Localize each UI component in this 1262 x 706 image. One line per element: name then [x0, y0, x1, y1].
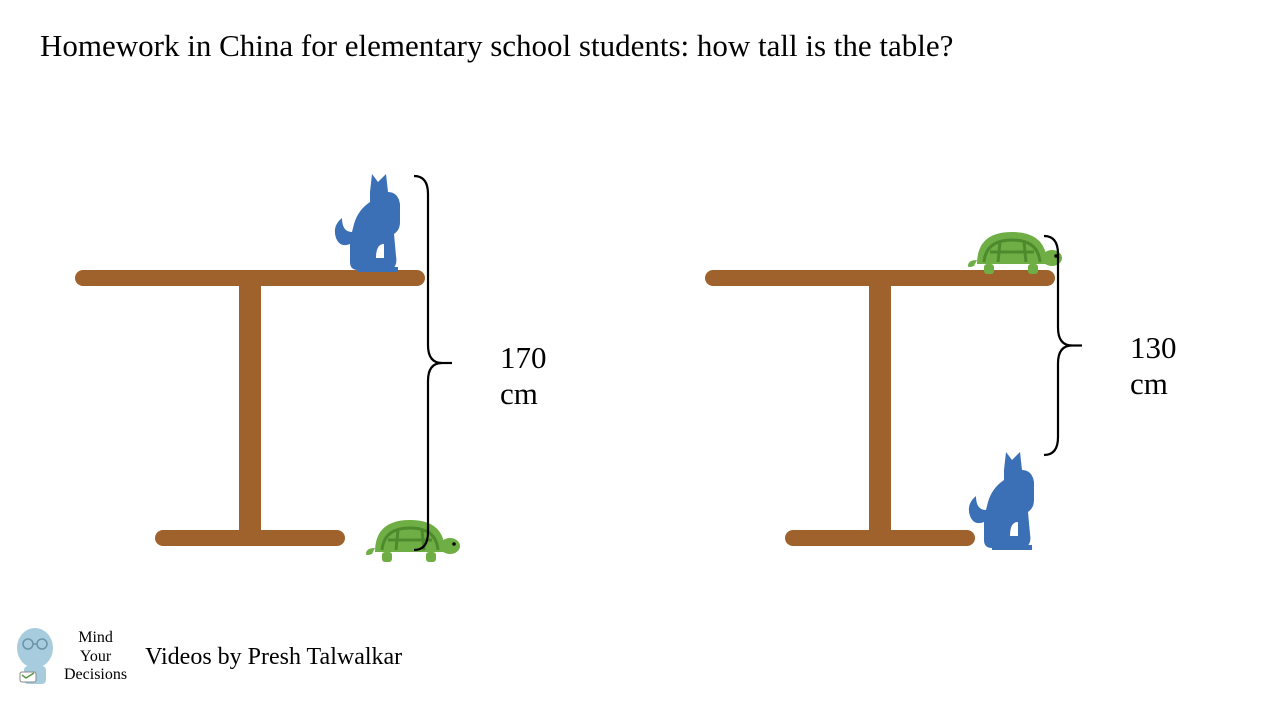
logo-line: Decisions	[64, 666, 127, 684]
logo-line: Mind	[64, 629, 127, 647]
logo-head-icon	[12, 626, 58, 688]
logo-line: Your	[64, 648, 127, 666]
turtle-icon	[360, 512, 460, 567]
turtle-icon	[962, 224, 1062, 279]
cat-icon	[962, 452, 1052, 552]
measurement-right: 130 cm	[1130, 330, 1200, 402]
table-right	[700, 140, 1200, 570]
cat-icon	[328, 174, 418, 274]
measurement-left: 170 cm	[500, 340, 570, 412]
scene-right: 130 cm	[700, 140, 1200, 560]
author-credit: Videos by Presh Talwalkar	[145, 644, 402, 671]
logo-text: Mind Your Decisions	[64, 629, 127, 684]
scene-left: 170 cm	[70, 140, 570, 560]
footer: Mind Your Decisions Videos by Presh Talw…	[12, 626, 402, 688]
logo: Mind Your Decisions	[12, 626, 127, 688]
table-left	[70, 140, 570, 570]
page-title: Homework in China for elementary school …	[40, 28, 953, 64]
